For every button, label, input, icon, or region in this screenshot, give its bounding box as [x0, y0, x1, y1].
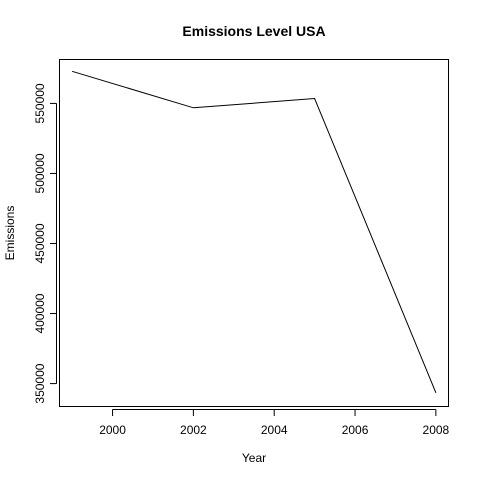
y-axis: 350000 400000 450000 500000 550000	[33, 83, 57, 404]
chart-title: Emissions Level USA	[182, 23, 325, 39]
x-tick-label: 2008	[423, 423, 450, 437]
y-tick-label: 500000	[33, 153, 47, 193]
x-tick-label: 2000	[99, 423, 126, 437]
y-tick-label: 350000	[33, 363, 47, 403]
plot-frame	[59, 59, 449, 407]
series-line	[71, 70, 437, 393]
y-tick-label: 450000	[33, 223, 47, 263]
x-tick-label: 2002	[180, 423, 207, 437]
y-axis-label: Emissions	[3, 206, 17, 261]
y-tick-label: 400000	[33, 293, 47, 333]
x-tick-label: 2006	[342, 423, 369, 437]
x-axis: 2000 2002 2004 2006 2008	[99, 409, 450, 437]
x-axis-label: Year	[242, 451, 266, 465]
y-tick-label: 550000	[33, 83, 47, 123]
series-group	[71, 70, 437, 393]
x-tick-label: 2004	[261, 423, 288, 437]
